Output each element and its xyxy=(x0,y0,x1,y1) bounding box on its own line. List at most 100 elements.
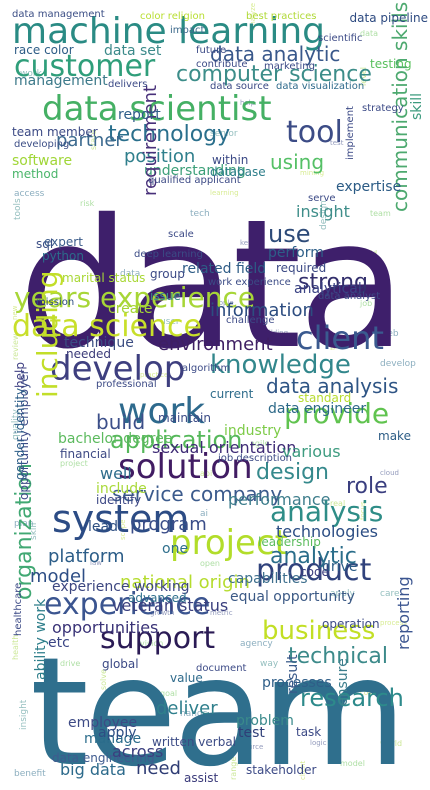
word-leadership: leadership xyxy=(258,535,321,549)
word-contribute: contribute xyxy=(196,59,248,70)
word-well: well xyxy=(100,464,132,483)
word-professional: professional xyxy=(96,379,157,390)
word-data-scientist: data scientist xyxy=(42,89,272,129)
word-financial: financial xyxy=(60,447,111,461)
filler-word: help xyxy=(240,99,256,107)
word-apply: apply xyxy=(98,725,137,741)
word-code: code xyxy=(300,565,329,579)
word-environment: environment xyxy=(158,334,273,355)
filler-word: plan xyxy=(14,519,34,529)
filler-word: apply xyxy=(330,589,355,599)
word-identify: identify xyxy=(96,493,142,507)
word-role: role xyxy=(346,474,388,499)
filler-word: drive xyxy=(60,659,81,668)
filler-word: health xyxy=(11,634,20,660)
word-processes: processes xyxy=(262,675,332,691)
word-work: work xyxy=(118,391,206,432)
filler-word: building xyxy=(260,329,289,337)
word-need: need xyxy=(136,758,181,779)
word-make: make xyxy=(378,429,411,443)
word-strategy: strategy xyxy=(362,103,404,114)
filler-word: process xyxy=(380,619,407,627)
word-algorithm: algorithm xyxy=(182,363,231,374)
word-perform: perform xyxy=(268,245,324,261)
word-healthcare: healthcare xyxy=(13,582,24,636)
word-required: required xyxy=(276,261,327,275)
word-platform: platform xyxy=(48,546,125,567)
word-data-set: data set xyxy=(104,43,162,59)
word-data-analysis: data analysis xyxy=(266,374,399,398)
word-partner: partner xyxy=(56,130,123,151)
word-needed: needed xyxy=(66,347,111,361)
word-developing: developing xyxy=(14,139,70,150)
filler-word: growth xyxy=(150,609,175,617)
filler-word: world xyxy=(380,739,403,748)
word-system: system xyxy=(52,497,190,541)
filler-word: law xyxy=(90,559,102,567)
word-work-experience: work experience xyxy=(208,277,291,288)
word-management: management xyxy=(14,73,108,89)
word-analysis: analysis xyxy=(270,495,384,528)
filler-word: api xyxy=(200,469,213,478)
filler-word: team xyxy=(370,209,391,218)
word-capabilities: capabilities xyxy=(228,571,308,587)
word-program: program xyxy=(130,514,207,535)
word-best-practices: best practices xyxy=(246,11,317,22)
filler-word: tool xyxy=(100,319,116,328)
filler-word: people xyxy=(210,299,234,307)
word-business: business xyxy=(262,616,376,646)
word-research: research xyxy=(300,684,404,712)
word-develop: develop xyxy=(50,349,186,389)
filler-word: data xyxy=(120,269,141,279)
word-customer: customer xyxy=(14,49,156,84)
word-product: product xyxy=(256,553,372,588)
word-operation: operation xyxy=(322,617,380,631)
word-software: software xyxy=(12,153,73,169)
word-qualified-applicant: qualified applicant xyxy=(148,175,241,186)
filler-word: benefit xyxy=(14,769,46,779)
word-client: client xyxy=(296,319,384,357)
word-advanced: advanced xyxy=(128,591,187,605)
filler-word: insight xyxy=(19,699,29,730)
word-technologies: technologies xyxy=(276,522,378,541)
word-big-data: big data xyxy=(60,760,126,779)
word-impact: impact xyxy=(170,25,205,36)
word-task: task xyxy=(296,725,322,739)
word-data-analytic: data analytic xyxy=(210,42,341,66)
word-team: team xyxy=(30,626,407,790)
word-database: database xyxy=(210,165,266,179)
word-manage: manage xyxy=(84,731,142,747)
word-mission: mission xyxy=(36,297,75,308)
word-data-engineering: data engineering xyxy=(52,751,155,765)
word-industry: industry xyxy=(224,423,282,439)
word-assist: assist xyxy=(184,771,219,785)
word-value: value xyxy=(170,671,203,685)
filler-word: model xyxy=(340,759,365,768)
word-help: help xyxy=(13,362,27,388)
word-marketing: marketing xyxy=(264,61,315,72)
word-employee: employee xyxy=(68,715,138,731)
word-application: application xyxy=(110,426,243,454)
word-sql: sql xyxy=(36,237,54,251)
word-future: future xyxy=(196,45,227,56)
filler-word: access xyxy=(14,189,45,199)
word-veteran-status: veteran status xyxy=(112,596,229,615)
word-insight: insight xyxy=(296,202,350,221)
word-experience-working: experience working xyxy=(52,579,190,595)
filler-word: job xyxy=(360,299,373,308)
word-solution: solution xyxy=(118,447,253,487)
word-computer-science: computer science xyxy=(176,62,372,87)
word-marital-status: marital status xyxy=(62,271,146,285)
word-data-engineer: data engineer xyxy=(268,401,367,417)
word-drive: drive xyxy=(322,559,358,575)
word-data-source: data source xyxy=(210,81,269,92)
word-analytical: analytical xyxy=(294,281,362,297)
filler-word: cost xyxy=(360,689,375,697)
filler-word: hands xyxy=(180,709,208,719)
word-reporting: reporting xyxy=(394,576,413,650)
filler-word: data xyxy=(360,29,379,38)
filler-word: project xyxy=(60,459,88,468)
word-years-experience: years experience xyxy=(14,281,256,314)
word-use: use xyxy=(268,220,311,248)
